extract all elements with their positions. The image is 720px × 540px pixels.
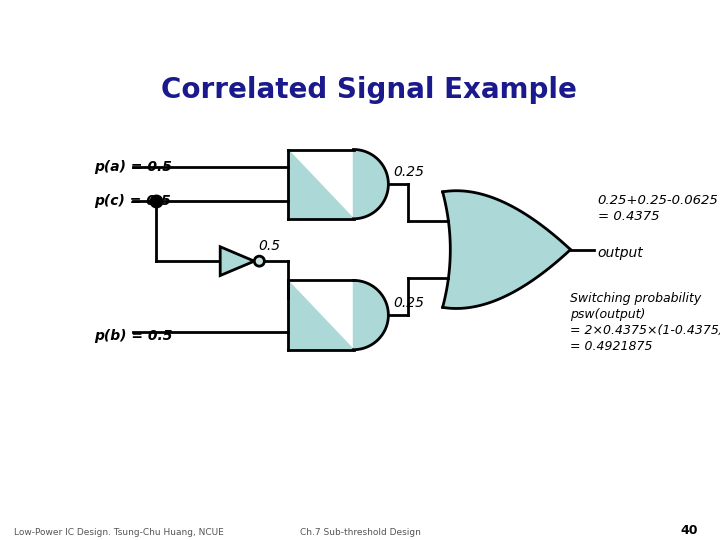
Text: 0.25: 0.25 (394, 165, 425, 179)
Text: 40: 40 (681, 524, 698, 537)
Text: Ch.7 Sub-threshold Design: Ch.7 Sub-threshold Design (300, 528, 420, 537)
Text: Correlated Signal Example: Correlated Signal Example (161, 76, 577, 104)
Text: p(b) = 0.5: p(b) = 0.5 (94, 329, 172, 343)
Text: output: output (598, 246, 644, 260)
Text: Switching probability
psw(output)
= 2×0.4375×(1-0.4375)
= 0.4921875: Switching probability psw(output) = 2×0.… (570, 292, 720, 353)
Circle shape (254, 256, 264, 266)
Text: p(a) = 0.5: p(a) = 0.5 (94, 160, 172, 174)
Text: Low-Power IC Design. Tsung-Chu Huang, NCUE: Low-Power IC Design. Tsung-Chu Huang, NC… (14, 528, 224, 537)
Text: 0.25: 0.25 (394, 296, 425, 309)
Polygon shape (287, 150, 388, 219)
Polygon shape (287, 280, 388, 350)
Text: 0.25+0.25-0.0625
= 0.4375: 0.25+0.25-0.0625 = 0.4375 (598, 194, 719, 222)
Text: 0.5: 0.5 (258, 239, 280, 253)
Text: p(c) = 0.5: p(c) = 0.5 (94, 194, 171, 208)
Polygon shape (220, 247, 254, 275)
Polygon shape (443, 191, 570, 308)
